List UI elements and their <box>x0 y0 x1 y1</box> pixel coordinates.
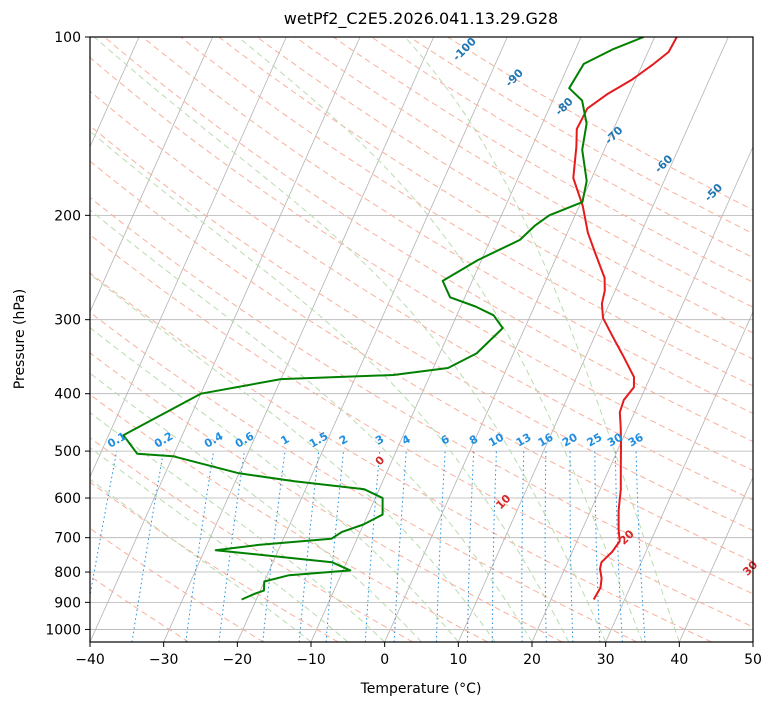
dry-adiabat-line <box>90 90 753 501</box>
mixing-ratio-line <box>544 451 547 642</box>
mixing-ratio-line <box>614 451 623 642</box>
y-tick-label: 700 <box>54 531 81 547</box>
y-tick-label: 100 <box>54 30 81 46</box>
moist-adiabat-line <box>404 37 680 642</box>
mixing-ratio-line <box>467 451 475 642</box>
isotherm-line <box>457 37 729 642</box>
dry-adiabat-line <box>90 437 414 642</box>
chart-title: wetPf2_C2E5.2026.041.13.29.G28 <box>284 9 558 29</box>
mixing-ratio-line <box>298 451 320 642</box>
dewpoint-line <box>122 37 644 601</box>
moist-adiabat-line <box>90 273 496 642</box>
dry-adiabat-line <box>90 352 563 642</box>
y-tick-label: 300 <box>54 313 81 329</box>
mixing-ratio-line <box>594 451 601 642</box>
y-tick-label: 200 <box>54 208 81 224</box>
x-axis: −40 −30 −20 −10 0 10 20 30 40 50 <box>75 642 762 668</box>
isotherm-line <box>384 37 656 642</box>
dry-adiabat-line <box>90 311 638 642</box>
dry-adiabat-line <box>333 37 753 283</box>
isotherm-line <box>605 310 753 642</box>
temperature-line <box>572 37 678 600</box>
y-tick-label: 800 <box>54 565 81 581</box>
y-axis-label: Pressure (hPa) <box>12 289 28 389</box>
isotherm-line <box>90 37 140 148</box>
mixing-ratio-line <box>131 451 165 642</box>
dry-adiabat-line <box>90 234 753 628</box>
mixing-ratio-line <box>635 451 646 642</box>
y-tick-label: 1000 <box>45 622 81 638</box>
isotherm-line <box>90 37 361 642</box>
isotherm-line <box>236 37 508 642</box>
mixing-ratio-line <box>435 451 446 642</box>
dry-adiabat-line <box>90 160 753 563</box>
y-tick-label: 500 <box>54 444 81 460</box>
dry-adiabat-line <box>256 37 753 334</box>
y-tick-label: 400 <box>54 387 81 403</box>
mixing-ratio-line <box>364 451 381 642</box>
moist-adiabat-line <box>90 209 533 642</box>
x-tick-label: 20 <box>523 652 541 668</box>
dry-adiabat-line <box>90 196 753 595</box>
isotherm-line <box>90 37 214 313</box>
moist-adiabat-line <box>90 412 386 642</box>
x-tick-label: 30 <box>597 652 615 668</box>
y-axis: 100 200 300 400 500 600 700 800 900 1000 <box>45 30 90 638</box>
moist-adiabat-line <box>237 37 643 642</box>
x-tick-label: 40 <box>670 652 688 668</box>
isotherm-line <box>678 475 753 642</box>
mixing-ratio-line <box>262 451 286 642</box>
mixing-ratio-line <box>491 451 497 642</box>
moist-adiabat-line <box>90 327 459 642</box>
dry-adiabat-line <box>90 125 753 531</box>
isotherm-line <box>163 37 435 642</box>
x-tick-label: 50 <box>744 652 762 668</box>
dry-adiabat-line <box>90 56 753 471</box>
x-tick-label: 0 <box>380 652 389 668</box>
mixing-ratio-line <box>569 451 574 642</box>
x-tick-label: −20 <box>223 652 253 668</box>
isotherm-line <box>310 37 582 642</box>
dry-adiabat-line <box>218 37 753 360</box>
moist-adiabat-line <box>90 478 312 642</box>
profile-lines <box>122 37 678 601</box>
x-axis-label: Temperature (°C) <box>360 681 482 697</box>
mixing-ratio-line <box>521 451 525 642</box>
isotherm-line <box>531 145 753 642</box>
mixing-ratio-line <box>393 451 407 642</box>
dry-adiabat-line <box>90 481 339 642</box>
moist-adiabat-line <box>90 130 570 642</box>
dry-adiabat-line <box>104 37 753 443</box>
dry-adiabat-line <box>90 272 712 642</box>
y-tick-label: 600 <box>54 491 81 507</box>
isotherm-line <box>90 37 287 478</box>
mixing-ratio-line <box>185 451 215 642</box>
moist-adiabat-line <box>93 37 607 642</box>
x-tick-label: −30 <box>149 652 179 668</box>
x-tick-label: −40 <box>75 652 105 668</box>
mixing-ratio-line <box>325 451 344 642</box>
mixing-ratio-line <box>218 451 245 642</box>
y-tick-label: 900 <box>54 595 81 611</box>
plot-frame <box>89 36 754 643</box>
x-tick-label: 10 <box>449 652 467 668</box>
x-tick-label: −10 <box>296 652 326 668</box>
